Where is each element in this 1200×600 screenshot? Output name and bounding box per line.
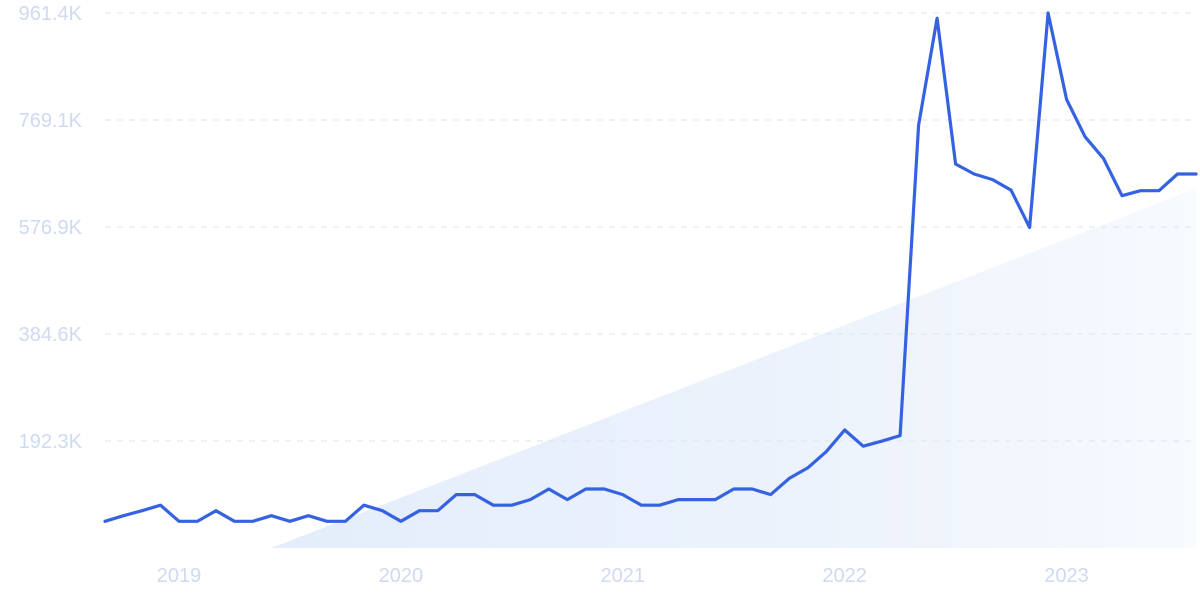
y-tick-label: 576.9K bbox=[19, 217, 83, 239]
x-tick-label: 2019 bbox=[157, 565, 202, 587]
x-axis-ticks: 2019 2020 2021 2022 2023 bbox=[157, 565, 1089, 587]
gridlines bbox=[105, 12, 1196, 442]
series-line bbox=[103, 11, 1198, 523]
x-tick-label: 2022 bbox=[822, 565, 867, 587]
y-tick-label: 384.6K bbox=[19, 324, 83, 346]
series-layer bbox=[103, 11, 1198, 523]
trend-area bbox=[271, 188, 1197, 548]
trend-area-layer bbox=[271, 188, 1197, 548]
y-tick-label: 961.4K bbox=[19, 3, 83, 25]
y-tick-label: 192.3K bbox=[19, 431, 83, 453]
x-tick-label: 2023 bbox=[1044, 565, 1089, 587]
x-tick-label: 2020 bbox=[379, 565, 424, 587]
y-tick-label: 769.1K bbox=[19, 110, 83, 132]
x-tick-label: 2021 bbox=[601, 565, 646, 587]
y-axis-ticks: 192.3K 384.6K 576.9K 769.1K 961.4K bbox=[19, 3, 83, 453]
